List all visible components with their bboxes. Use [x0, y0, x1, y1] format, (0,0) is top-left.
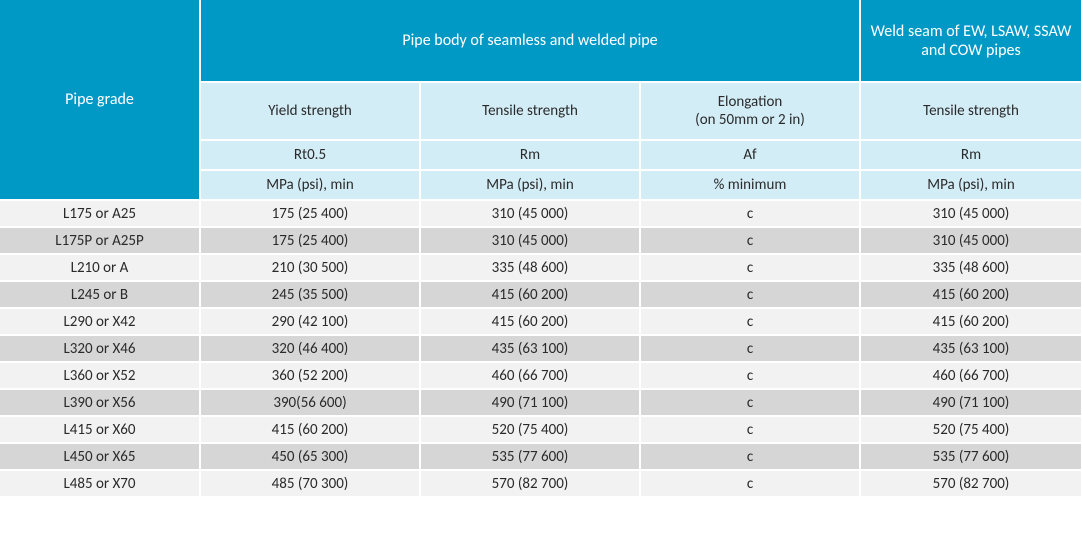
cell-tensile-strength-weld: 520 (75 400) [860, 416, 1082, 443]
cell-yield-strength: 175 (25 400) [200, 227, 420, 254]
cell-elongation: c [640, 416, 860, 443]
table-row: L390 or X56390(56 600)490 (71 100)c490 (… [0, 389, 1082, 416]
table-row: L175P or A25P175 (25 400)310 (45 000)c31… [0, 227, 1082, 254]
table-row: L290 or X42290 (42 100)415 (60 200)c415 … [0, 308, 1082, 335]
cell-pipe-grade: L360 or X52 [0, 362, 200, 389]
cell-yield-strength: 415 (60 200) [200, 416, 420, 443]
unit-tensile-body: MPa (psi), min [420, 170, 640, 200]
cell-yield-strength: 450 (65 300) [200, 443, 420, 470]
cell-tensile-strength-body: 310 (45 000) [420, 200, 640, 227]
col-header-tensile-strength-body: Tensile strength [420, 82, 640, 140]
cell-tensile-strength-body: 520 (75 400) [420, 416, 640, 443]
cell-pipe-grade: L175P or A25P [0, 227, 200, 254]
cell-tensile-strength-body: 415 (60 200) [420, 281, 640, 308]
col-header-pipe-grade: Pipe grade [0, 0, 200, 200]
symbol-yield: Rt0.5 [200, 140, 420, 170]
col-header-elongation: Elongation(on 50mm or 2 in) [640, 82, 860, 140]
cell-elongation: c [640, 281, 860, 308]
cell-pipe-grade: L320 or X46 [0, 335, 200, 362]
cell-elongation: c [640, 254, 860, 281]
cell-tensile-strength-weld: 415 (60 200) [860, 281, 1082, 308]
table-row: L210 or A210 (30 500)335 (48 600)c335 (4… [0, 254, 1082, 281]
cell-yield-strength: 290 (42 100) [200, 308, 420, 335]
table-row: L450 or X65450 (65 300)535 (77 600)c535 … [0, 443, 1082, 470]
cell-tensile-strength-weld: 460 (66 700) [860, 362, 1082, 389]
cell-tensile-strength-body: 310 (45 000) [420, 227, 640, 254]
table-row: L320 or X46320 (46 400)435 (63 100)c435 … [0, 335, 1082, 362]
cell-tensile-strength-body: 490 (71 100) [420, 389, 640, 416]
table-row: L245 or B245 (35 500)415 (60 200)c415 (6… [0, 281, 1082, 308]
cell-pipe-grade: L245 or B [0, 281, 200, 308]
cell-tensile-strength-body: 435 (63 100) [420, 335, 640, 362]
cell-elongation: c [640, 470, 860, 497]
unit-elongation: % minimum [640, 170, 860, 200]
col-group-weld-seam: Weld seam of EW, LSAW, SSAW and COW pipe… [860, 0, 1082, 82]
symbol-tensile-weld: Rm [860, 140, 1082, 170]
cell-elongation: c [640, 362, 860, 389]
table-row: L175 or A25175 (25 400)310 (45 000)c310 … [0, 200, 1082, 227]
cell-elongation: c [640, 308, 860, 335]
cell-yield-strength: 175 (25 400) [200, 200, 420, 227]
cell-tensile-strength-body: 570 (82 700) [420, 470, 640, 497]
cell-yield-strength: 485 (70 300) [200, 470, 420, 497]
cell-tensile-strength-weld: 310 (45 000) [860, 200, 1082, 227]
cell-pipe-grade: L175 or A25 [0, 200, 200, 227]
symbol-tensile-body: Rm [420, 140, 640, 170]
cell-tensile-strength-weld: 310 (45 000) [860, 227, 1082, 254]
cell-pipe-grade: L210 or A [0, 254, 200, 281]
table-body: L175 or A25175 (25 400)310 (45 000)c310 … [0, 200, 1082, 497]
cell-tensile-strength-weld: 570 (82 700) [860, 470, 1082, 497]
unit-yield: MPa (psi), min [200, 170, 420, 200]
cell-elongation: c [640, 335, 860, 362]
table-header: Pipe grade Pipe body of seamless and wel… [0, 0, 1082, 200]
table-row: L360 or X52360 (52 200)460 (66 700)c460 … [0, 362, 1082, 389]
cell-tensile-strength-body: 335 (48 600) [420, 254, 640, 281]
col-header-tensile-strength-weld: Tensile strength [860, 82, 1082, 140]
cell-pipe-grade: L390 or X56 [0, 389, 200, 416]
cell-yield-strength: 360 (52 200) [200, 362, 420, 389]
cell-elongation: c [640, 443, 860, 470]
symbol-elongation: Af [640, 140, 860, 170]
col-header-yield-strength: Yield strength [200, 82, 420, 140]
cell-yield-strength: 390(56 600) [200, 389, 420, 416]
cell-yield-strength: 320 (46 400) [200, 335, 420, 362]
cell-tensile-strength-weld: 435 (63 100) [860, 335, 1082, 362]
table-row: L415 or X60415 (60 200)520 (75 400)c520 … [0, 416, 1082, 443]
cell-elongation: c [640, 389, 860, 416]
cell-pipe-grade: L450 or X65 [0, 443, 200, 470]
cell-pipe-grade: L290 or X42 [0, 308, 200, 335]
cell-tensile-strength-body: 415 (60 200) [420, 308, 640, 335]
cell-tensile-strength-weld: 535 (77 600) [860, 443, 1082, 470]
cell-tensile-strength-body: 535 (77 600) [420, 443, 640, 470]
unit-tensile-weld: MPa (psi), min [860, 170, 1082, 200]
cell-pipe-grade: L415 or X60 [0, 416, 200, 443]
cell-tensile-strength-weld: 415 (60 200) [860, 308, 1082, 335]
cell-tensile-strength-weld: 490 (71 100) [860, 389, 1082, 416]
table-row: L485 or X70485 (70 300)570 (82 700)c570 … [0, 470, 1082, 497]
cell-tensile-strength-body: 460 (66 700) [420, 362, 640, 389]
cell-yield-strength: 245 (35 500) [200, 281, 420, 308]
pipe-spec-table: Pipe grade Pipe body of seamless and wel… [0, 0, 1082, 498]
cell-yield-strength: 210 (30 500) [200, 254, 420, 281]
cell-elongation: c [640, 227, 860, 254]
cell-elongation: c [640, 200, 860, 227]
col-group-pipe-body: Pipe body of seamless and welded pipe [200, 0, 860, 82]
cell-pipe-grade: L485 or X70 [0, 470, 200, 497]
cell-tensile-strength-weld: 335 (48 600) [860, 254, 1082, 281]
